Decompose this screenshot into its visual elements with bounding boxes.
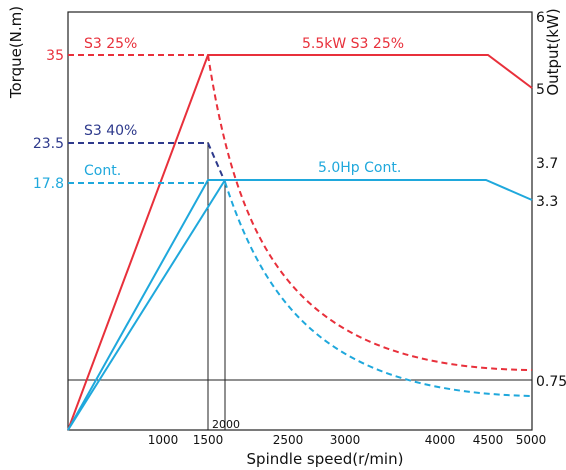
x-marker-2000: 2000	[212, 418, 240, 431]
cont-output-line	[67, 179, 533, 431]
x-tick-5000: 5000	[516, 433, 547, 447]
output-tick-3-3: 3.3	[536, 194, 558, 210]
x-tick-2500: 2500	[273, 433, 304, 447]
y-axis-right-label: Output(kW)	[544, 8, 562, 95]
x-tick-4500: 4500	[473, 433, 504, 447]
annot-cont-left: Cont.	[84, 163, 121, 179]
x-axis-label: Spindle speed(r/min)	[247, 450, 404, 468]
plot-frame	[67, 11, 533, 431]
y-axis-left-label: Torque(N.m)	[7, 6, 25, 99]
x-tick-4000: 4000	[425, 433, 456, 447]
annot-cont-right: 5.0Hp Cont.	[318, 160, 401, 176]
s3-40-torque-dashed	[68, 142, 226, 183]
cont-torque-decay	[224, 181, 533, 397]
output-tick-6: 6	[536, 10, 545, 26]
annot-s3-25-left: S3 25%	[84, 36, 137, 52]
torque-tick-23-5: 23.5	[33, 136, 64, 152]
cont-output-line-alt	[67, 179, 226, 431]
x-tick-1000: 1000	[148, 433, 179, 447]
output-tick-0-75: 0.75	[536, 374, 566, 390]
output-tick-3-7: 3.7	[536, 156, 558, 172]
torque-tick-35: 35	[46, 48, 64, 64]
x-tick-1500: 1500	[193, 433, 224, 447]
x-tick-3000: 3000	[330, 433, 361, 447]
s3-25-torque-decay	[207, 54, 533, 371]
s3-25-output-line	[67, 54, 533, 431]
torque-tick-17-8: 17.8	[33, 176, 64, 192]
annot-s3-25-right: 5.5kW S3 25%	[302, 36, 404, 52]
annot-s3-40: S3 40%	[84, 123, 137, 139]
output-tick-5: 5	[536, 82, 545, 98]
